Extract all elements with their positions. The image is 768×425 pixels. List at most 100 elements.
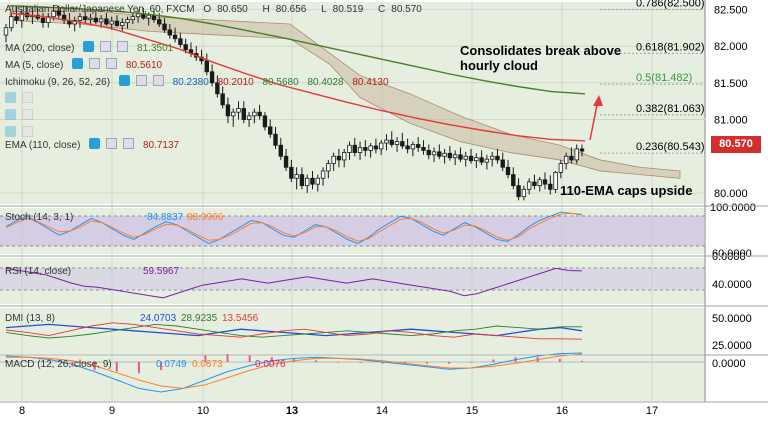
candle-body <box>468 155 474 162</box>
ma5-value: 80.5610 <box>125 60 163 71</box>
macd-histogram-bar <box>425 362 428 364</box>
candle-body <box>299 174 305 187</box>
candle-body <box>14 16 19 21</box>
ma200-legend[interactable]: MA (200, close) 81.3501 <box>5 41 179 54</box>
ma5-legend[interactable]: MA (5, close) 80.5610 <box>5 58 168 71</box>
candle-body <box>125 19 130 23</box>
settings-icon[interactable] <box>22 109 33 120</box>
settings-icon[interactable] <box>22 126 33 137</box>
macd-histogram-bar <box>160 362 163 370</box>
candle-body <box>579 148 585 152</box>
y-tick-label: 82.000 <box>714 41 748 53</box>
candle-body <box>553 172 558 190</box>
candle-body <box>241 108 246 120</box>
candle-body <box>257 111 262 117</box>
rsi-y-tick: 60.0000 <box>712 248 752 260</box>
close-icon[interactable] <box>123 138 135 149</box>
macd-histogram-bar <box>581 360 583 362</box>
candle-body <box>146 14 151 19</box>
stoch-d-line <box>5 212 583 242</box>
candle-body <box>93 17 99 23</box>
candle-body <box>373 145 379 150</box>
candle-body <box>9 16 14 29</box>
settings-icon[interactable] <box>106 138 118 149</box>
candle-body <box>431 151 437 156</box>
candle-body <box>537 179 542 187</box>
macd-histogram-bar <box>27 362 30 363</box>
macd-signal-value: 0.0673 <box>192 359 223 370</box>
candle-body <box>114 20 120 26</box>
dmi-title: DMI (13, 8) <box>5 313 55 324</box>
macd-histogram-bar <box>137 362 140 374</box>
close-icon[interactable] <box>106 58 118 69</box>
ema110-value: 80.7137 <box>142 140 180 151</box>
candle-body <box>88 17 93 21</box>
candle-body <box>3 27 9 36</box>
last-price-tag: 80.570 <box>711 136 761 153</box>
symbol-title: Australian Dollar/Japanese Yen, 60, FXCM <box>5 4 195 15</box>
settings-icon[interactable] <box>22 92 33 103</box>
candle-body <box>204 60 210 73</box>
ema110-legend[interactable]: EMA (110, close) 80.7137 <box>5 138 185 151</box>
eye-icon[interactable] <box>5 109 16 120</box>
y-tick-label: 80.000 <box>714 188 748 200</box>
ichimoku-legend[interactable]: Ichimoku (9, 26, 52, 26) 80.2380 80.2010… <box>5 75 395 88</box>
candle-body <box>548 183 553 190</box>
y-tick-label: 81.000 <box>714 115 748 127</box>
hidden-indicator-row-2[interactable] <box>5 109 39 122</box>
candle-body <box>352 144 357 153</box>
candle-body <box>246 115 252 120</box>
candle-body <box>410 144 416 150</box>
ma200-line <box>9 5 586 95</box>
hidden-indicator-row-3[interactable] <box>5 126 39 139</box>
candle-body <box>167 29 173 36</box>
macd-title: MACD (12, 26, close, 9) <box>5 359 112 370</box>
dmi-y-tick: 50.0000 <box>712 313 752 325</box>
close-label: C <box>378 4 386 15</box>
close-icon[interactable] <box>117 41 129 52</box>
candle-body <box>77 16 83 21</box>
eye-icon[interactable] <box>89 138 101 149</box>
candle-body <box>336 155 342 161</box>
candle-body <box>574 148 579 161</box>
candle-body <box>162 23 167 31</box>
candle-body <box>442 152 447 157</box>
eye-icon[interactable] <box>83 41 95 52</box>
settings-icon[interactable] <box>89 58 101 69</box>
candle-body <box>51 10 56 18</box>
macd-y-tick: 0.0000 <box>712 358 746 370</box>
dmi-y-tick: 25.0000 <box>712 340 752 352</box>
stoch-k-value: 84.8837 <box>147 212 184 223</box>
candle-body <box>526 181 532 190</box>
ma200-value: 81.3501 <box>137 43 174 54</box>
stoch-y-tick: 0.0000 <box>712 251 746 263</box>
stoch-d-value: 88.9966 <box>187 212 224 223</box>
x-tick-label: 9 <box>109 405 115 417</box>
candle-body <box>310 177 315 185</box>
candle-body <box>98 18 104 23</box>
candle-body <box>521 188 527 198</box>
macd-histogram-bar <box>204 355 207 362</box>
candle-body <box>421 147 426 151</box>
settings-icon[interactable] <box>100 41 112 52</box>
macd-histogram-bar <box>182 362 185 363</box>
candle-body <box>516 185 521 198</box>
settings-icon[interactable] <box>135 75 147 86</box>
close-icon[interactable] <box>152 75 164 86</box>
eye-icon[interactable] <box>72 58 84 69</box>
rsi-y-tick: 40.0000 <box>712 279 752 291</box>
eye-icon[interactable] <box>118 75 130 86</box>
macd-histogram-bar <box>248 355 251 362</box>
eye-icon[interactable] <box>5 126 16 137</box>
fib-level-label: 0.5(81.482) <box>636 72 692 84</box>
dmi-line-3 <box>5 322 583 340</box>
candle-body <box>315 177 320 185</box>
macd-histogram-bar <box>49 362 52 364</box>
eye-icon[interactable] <box>5 92 16 103</box>
macd-signal-line <box>6 353 583 389</box>
hidden-indicator-row-1[interactable] <box>5 92 39 105</box>
macd-value: 0.0749 <box>156 359 187 370</box>
macd-histogram-bar <box>470 362 473 363</box>
candle-body <box>489 155 495 160</box>
macd-histogram-bar <box>5 360 7 362</box>
